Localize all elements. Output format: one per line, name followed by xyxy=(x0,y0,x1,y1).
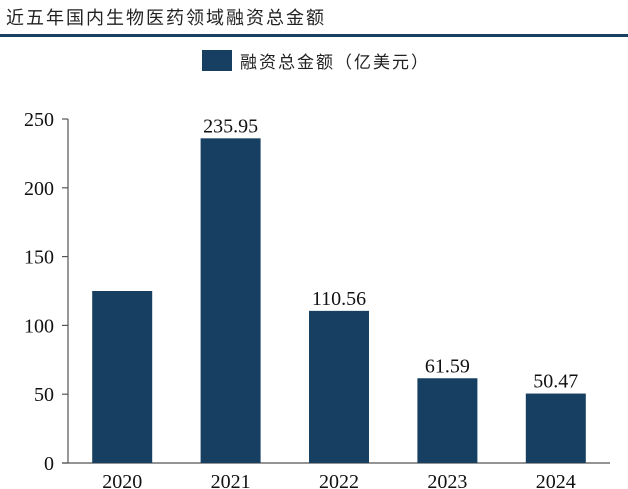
title-divider xyxy=(0,34,628,37)
data-label-2024: 50.47 xyxy=(533,371,578,393)
x-tick-label-2024: 2024 xyxy=(536,471,576,489)
bar-2022 xyxy=(309,310,369,463)
bar-2023 xyxy=(417,378,478,463)
x-tick-label-2020: 2020 xyxy=(102,471,142,489)
data-label-2023: 61.59 xyxy=(425,355,470,377)
legend-swatch xyxy=(202,50,232,71)
x-tick-label-2023: 2023 xyxy=(427,471,467,489)
bar-2021 xyxy=(200,138,261,463)
y-tick-label: 250 xyxy=(24,109,54,131)
x-tick-label-2021: 2021 xyxy=(211,471,251,489)
y-tick-label: 0 xyxy=(44,453,54,475)
bar-2020 xyxy=(92,291,153,463)
legend-label: 融资总金额（亿美元） xyxy=(240,53,430,73)
data-label-2022: 110.56 xyxy=(312,288,366,310)
y-tick-label: 100 xyxy=(24,315,54,337)
y-tick-label: 50 xyxy=(34,384,54,406)
y-tick-label: 200 xyxy=(24,178,54,200)
y-tick-label: 150 xyxy=(24,247,54,269)
bar-2024 xyxy=(525,393,586,463)
x-tick-label-2022: 2022 xyxy=(319,471,359,489)
chart-title: 近五年国内生物医药领域融资总金额 xyxy=(6,8,326,29)
data-label-2021: 235.95 xyxy=(203,115,258,137)
chart-legend: 融资总金额（亿美元） xyxy=(202,48,430,73)
